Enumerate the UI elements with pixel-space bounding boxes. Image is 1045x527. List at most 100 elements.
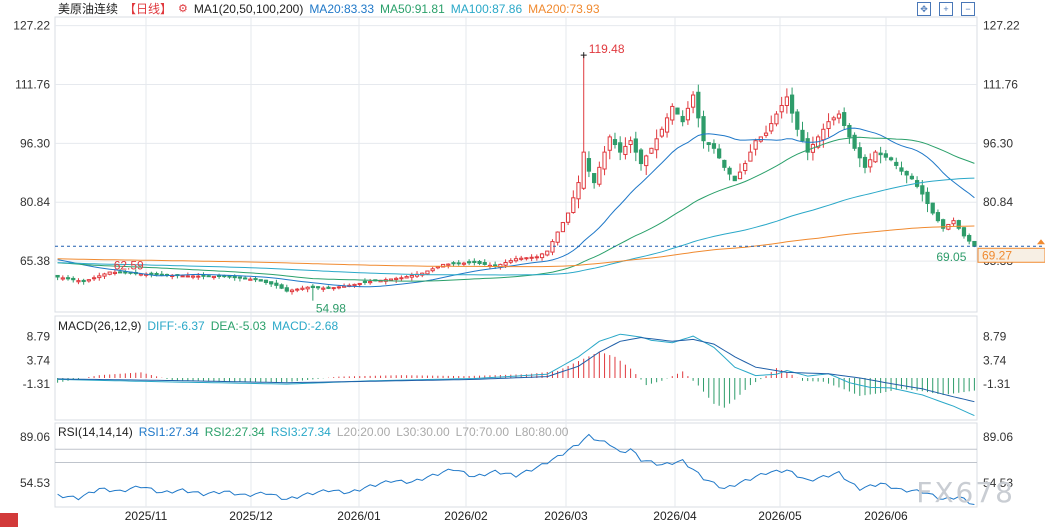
candle-body [878,152,883,156]
candle-body [899,167,904,172]
candle-body [456,262,461,265]
candle-body [185,275,190,278]
price-tick-right: 127.22 [983,19,1020,33]
candle-body [857,147,862,159]
candle-body [425,270,430,275]
last-low-annotation: 69.05 [936,250,966,264]
move-icon[interactable]: ✥ [917,2,931,16]
candle-body [836,113,842,119]
candle-body [894,161,899,166]
macd-tick-right: 3.74 [983,353,1007,367]
candle-body [909,175,915,180]
candle-body [883,153,888,158]
price-tick-right: 96.30 [983,136,1013,150]
candle-body [300,287,305,290]
time-tick-label: 2026/02 [444,509,488,523]
candle-body [97,275,102,279]
candle-body [446,263,451,266]
candle-body [206,275,211,278]
candle-body [680,115,685,123]
candle-body [675,107,680,115]
candle-body [513,258,519,262]
candle-body [362,280,368,283]
candle-body [612,139,618,146]
settings-icon[interactable]: ⚙ [178,3,188,15]
price-tick-left: 65.38 [20,254,50,268]
macd-tick-left: 8.79 [27,330,51,344]
zoom-out-icon[interactable]: − [961,2,975,16]
candle-body [706,142,711,146]
candle-body [310,285,315,289]
candle-body [394,277,399,281]
indicator-label: MA1(20,50,100,200) [193,2,304,16]
corner-badge[interactable] [0,513,18,527]
macd-hist-value: MACD:-2.68 [272,319,339,333]
candle-body [904,170,909,176]
ma20-line [57,127,975,288]
rsi-line [57,433,975,505]
candle-body [352,283,357,287]
candle-body [779,105,784,113]
candle-body [571,197,576,213]
candle-body [60,277,65,280]
watermark-logo: FX678 [916,476,1015,509]
candle-body [930,202,935,214]
candle-body [586,158,592,172]
candle-body [696,91,701,119]
time-tick-label: 2026/05 [758,509,802,523]
candle-body [644,155,649,167]
candle-body [826,121,831,130]
candle-body [701,116,706,142]
candle-body [472,260,477,264]
candle-body [232,275,237,279]
macd-panel-frame [54,315,978,421]
macd-tick-right: 8.79 [983,330,1007,344]
candle-body [284,287,289,292]
candle-body [873,151,878,163]
rsi-l70-value: L70:70.00 [455,425,510,439]
candle-body [388,278,394,281]
time-tick-label: 2025/12 [229,509,273,523]
candle-body [253,278,258,281]
candle-body [743,163,748,172]
candle-body [565,212,571,223]
macd-diff-value: DIFF:-6.37 [147,319,205,333]
candle-body [81,279,86,283]
rsi-panel-frame [54,422,978,508]
rsi-l30-value: L30:30.00 [396,425,450,439]
candle-body [763,132,769,136]
price-tag-arrow-icon [1037,239,1045,245]
ma200-value: MA200:73.93 [528,2,600,16]
candle-body [461,262,467,265]
candle-body [831,117,836,121]
candle-body [774,113,779,125]
candle-body [409,274,414,278]
candle-body [482,262,487,265]
candle-body [357,282,362,286]
candle-body [925,191,930,205]
candle-body [649,147,654,154]
local-high-annotation: 62.59 [114,259,144,273]
candle-body [732,175,737,182]
candle-body [315,286,321,289]
candle-body [102,273,107,277]
candle-body [888,157,894,161]
period-selector[interactable]: 【日线】 [124,2,173,16]
candle-body [550,241,555,253]
candle-body [852,134,857,149]
candle-body [508,260,513,263]
rsi-tick-right: 54.53 [983,476,1013,490]
candle-body [805,138,810,153]
candle-body [248,278,253,281]
candle-body [727,167,732,175]
rsi-label: RSI(14,14,14) [58,425,133,439]
candle-body [243,277,248,280]
candle-body [956,220,961,229]
candle-body [326,286,331,289]
candle-body [555,231,560,243]
candle-body [800,129,805,142]
ma200-line [57,225,975,268]
zoom-in-icon[interactable]: + [939,2,953,16]
candle-body [477,261,482,264]
candle-body [65,277,71,280]
